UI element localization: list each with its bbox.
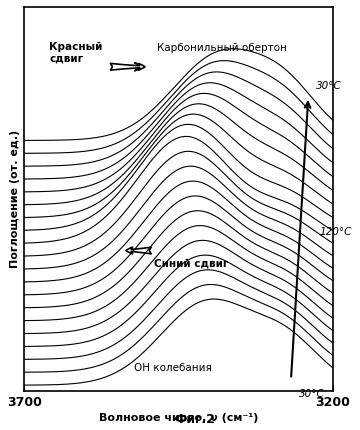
Text: Карбонильный обертон: Карбонильный обертон [157,43,287,53]
Text: 120°C: 120°C [319,227,352,237]
Text: 30°C: 30°C [316,81,341,91]
Text: Красный
сдвиг: Красный сдвиг [49,43,103,63]
X-axis label: Волновое число, ν (см⁻¹): Волновое число, ν (см⁻¹) [99,413,258,423]
Text: Синий сдвиг: Синий сдвиг [154,259,228,269]
Text: OH колебания: OH колебания [134,363,211,373]
Text: 30°C: 30°C [299,389,325,399]
Text: Фиг.2: Фиг.2 [174,413,215,426]
Y-axis label: Поглощение (от. ед.): Поглощение (от. ед.) [10,130,20,268]
